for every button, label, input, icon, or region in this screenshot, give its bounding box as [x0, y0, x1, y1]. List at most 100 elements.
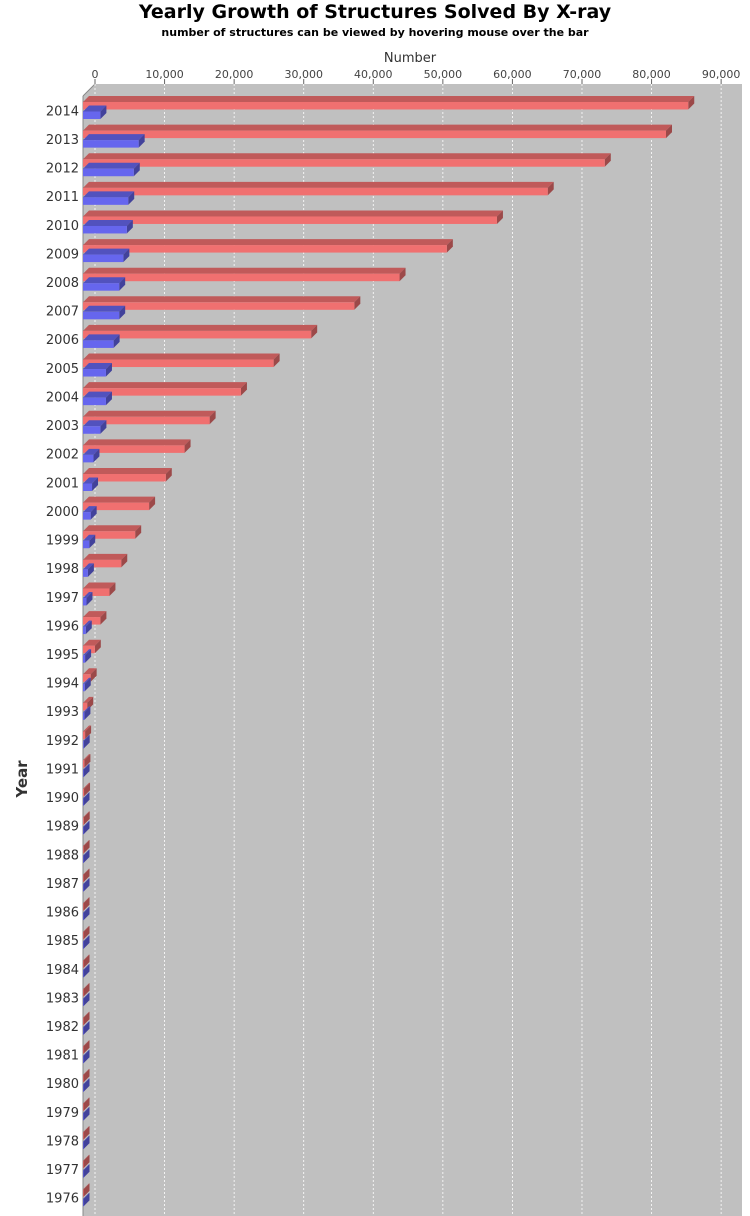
red-bar-side: [83, 811, 90, 825]
red-bar-front: [83, 1103, 84, 1112]
blue-bar-top: [83, 506, 97, 513]
blue-bar-1986: [83, 906, 90, 921]
red-bar-front: [83, 1189, 84, 1197]
year-label: 2012: [46, 162, 79, 177]
blue-bar-2011: [83, 191, 135, 205]
red-bar-2003: [83, 410, 216, 425]
red-bar-top: [83, 725, 92, 732]
blue-bar-front: [83, 655, 86, 663]
blue-bar-top: [83, 477, 99, 484]
blue-bar-1980: [83, 1078, 90, 1092]
blue-bar-top: [83, 391, 112, 398]
blue-bar-side: [83, 1164, 90, 1178]
blue-bar-top: [83, 1107, 90, 1114]
red-bar-top: [83, 639, 101, 646]
red-bar-top: [83, 525, 142, 532]
red-bar-top: [83, 239, 453, 246]
blue-bar-top: [83, 878, 90, 885]
red-bar-1981: [83, 1040, 90, 1054]
red-bar-top: [83, 1011, 90, 1018]
blue-bar-2012: [83, 162, 140, 177]
red-bar-side: [83, 1183, 90, 1197]
blue-bar-2003: [83, 420, 107, 434]
blue-bar-top: [83, 792, 90, 799]
red-bar-side: [100, 611, 107, 625]
red-bar-1977: [83, 1154, 90, 1169]
red-bar-top: [83, 296, 361, 303]
red-bar-front: [83, 788, 85, 797]
red-bar-side: [273, 353, 280, 368]
blue-bar-front: [83, 798, 84, 806]
red-bar-top: [83, 267, 406, 274]
blue-bar-top: [83, 277, 126, 284]
blue-bar-top: [83, 620, 92, 627]
blue-bar-1985: [83, 935, 90, 949]
blue-bar-top: [83, 334, 120, 341]
blue-bar-front: [83, 741, 84, 749]
red-bar-front: [83, 702, 88, 711]
blue-bar-top: [83, 162, 140, 169]
blue-bar-1996: [83, 620, 92, 635]
blue-bar-1998: [83, 563, 94, 577]
red-bar-top: [83, 410, 216, 417]
red-bar-front: [83, 931, 84, 940]
blue-bar-front: [83, 1141, 84, 1150]
blue-bar-top: [83, 1135, 90, 1142]
red-bar-side: [94, 639, 101, 654]
blue-bar-1983: [83, 992, 90, 1007]
blue-bar-front: [83, 597, 87, 606]
red-bar-side: [311, 324, 318, 339]
blue-bar-1979: [83, 1107, 90, 1121]
red-bar-side: [354, 296, 361, 310]
year-label: 1986: [46, 906, 79, 921]
red-bar-2005: [83, 353, 280, 368]
plot-area: [82, 79, 742, 1216]
red-bar-top: [83, 954, 90, 961]
red-bar-1994: [83, 668, 97, 682]
blue-bar-side: [93, 448, 100, 463]
blue-bar-top: [83, 591, 93, 598]
plot-background: [83, 84, 742, 1216]
blue-bar-side: [83, 763, 90, 778]
year-label: 1984: [46, 963, 79, 978]
blue-bar-side: [85, 649, 92, 663]
blue-bar-side: [85, 620, 92, 635]
red-bar-2009: [83, 239, 453, 253]
red-bar-front: [83, 474, 166, 482]
red-bar-top: [83, 811, 90, 818]
blue-bar-1991: [83, 763, 90, 778]
blue-bar-1990: [83, 792, 90, 806]
red-bar-1989: [83, 811, 90, 825]
red-bar-top: [83, 1154, 90, 1161]
x-axis-label: Number: [384, 51, 437, 66]
blue-bar-top: [83, 563, 94, 570]
blue-bar-side: [83, 963, 90, 978]
red-bar-front: [83, 559, 122, 568]
red-bar-side: [604, 153, 611, 167]
blue-bar-side: [83, 1049, 90, 1064]
blue-bar-front: [83, 426, 101, 434]
red-bar-1997: [83, 582, 116, 596]
chart-subtitle: number of structures can be viewed by ho…: [161, 26, 589, 39]
red-bar-top: [83, 754, 91, 761]
red-bar-1980: [83, 1068, 90, 1083]
year-label: 1989: [46, 820, 79, 835]
red-bar-front: [83, 159, 605, 167]
blue-bar-side: [119, 277, 126, 291]
red-bar-front: [83, 531, 136, 539]
red-bar-side: [83, 954, 90, 968]
year-label: 1998: [46, 562, 79, 577]
blue-bar-top: [83, 420, 107, 427]
x-tick-label: 60,000: [493, 68, 532, 81]
red-bar-2007: [83, 296, 361, 310]
red-bar-1987: [83, 868, 90, 883]
red-bar-front: [83, 874, 84, 883]
year-label: 1996: [46, 619, 79, 634]
blue-bar-front: [83, 140, 139, 148]
red-bar-2012: [83, 153, 611, 167]
blue-bar-top: [83, 649, 92, 656]
blue-bar-front: [83, 454, 94, 463]
blue-bar-front: [83, 884, 84, 892]
red-bar-front: [83, 903, 84, 911]
